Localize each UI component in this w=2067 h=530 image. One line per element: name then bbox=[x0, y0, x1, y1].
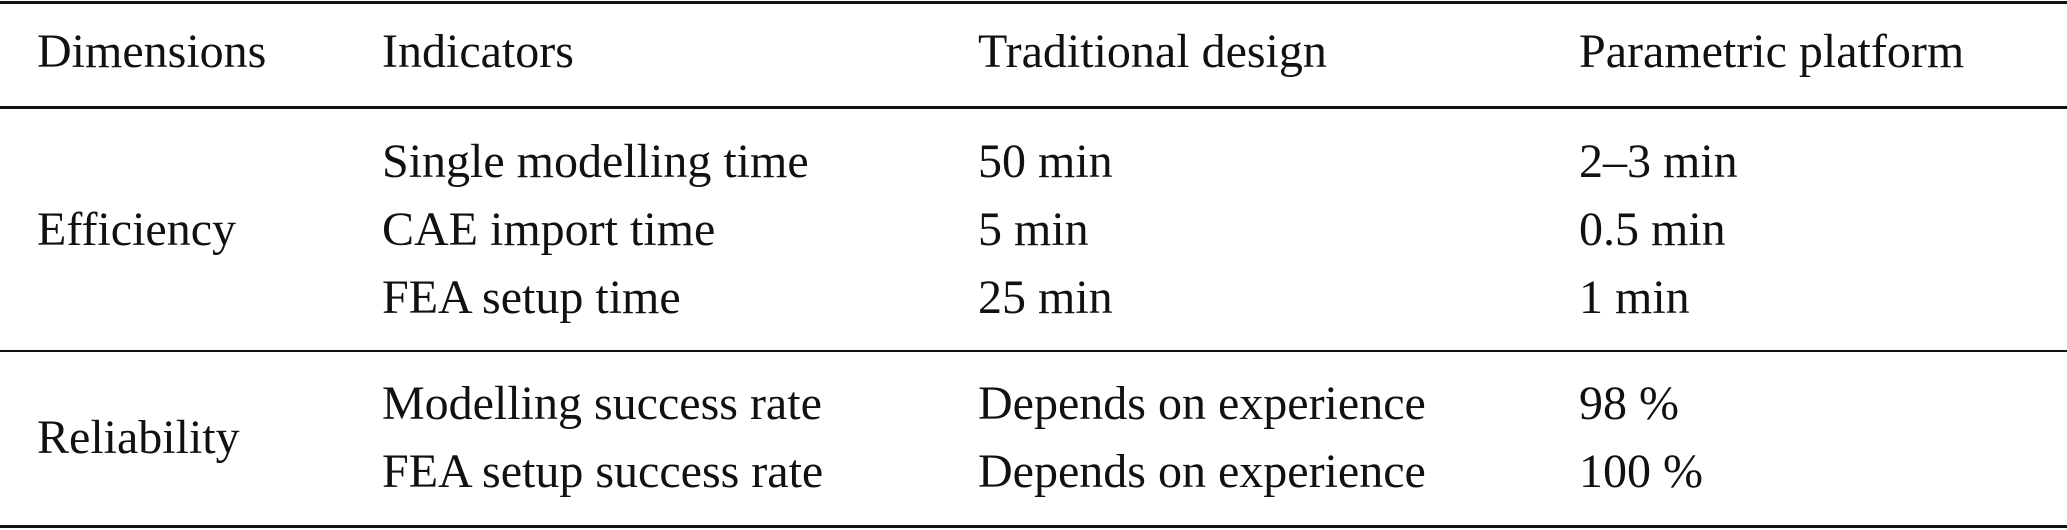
table-cell: 1 min bbox=[1579, 271, 1690, 324]
header-cell: Traditional design bbox=[978, 25, 1327, 78]
table-cell: 100 % bbox=[1579, 445, 1703, 498]
table-cell: FEA setup success rate bbox=[382, 445, 824, 498]
dimension-cell: Efficiency bbox=[37, 203, 237, 256]
top-rule bbox=[0, 1, 2067, 4]
table-cell: Depends on experience bbox=[978, 445, 1426, 498]
table-cell: Modelling success rate bbox=[382, 377, 822, 430]
header-rule bbox=[0, 106, 2067, 109]
header-cell: Parametric platform bbox=[1579, 25, 1965, 78]
table-cell: 25 min bbox=[978, 271, 1113, 324]
group-rule bbox=[0, 350, 2067, 352]
table-cell: 98 % bbox=[1579, 377, 1679, 430]
table-cell: CAE import time bbox=[382, 203, 716, 256]
table-cell: 0.5 min bbox=[1579, 203, 1726, 256]
table-cell: FEA setup time bbox=[382, 271, 681, 324]
dimension-cell: Reliability bbox=[37, 411, 240, 464]
header-cell: Dimensions bbox=[37, 25, 267, 78]
header-cell: Indicators bbox=[382, 25, 574, 78]
bottom-rule bbox=[0, 525, 2067, 528]
table-cell: Depends on experience bbox=[978, 377, 1426, 430]
table-cell: 2–3 min bbox=[1579, 135, 1738, 188]
table-cell: Single modelling time bbox=[382, 135, 809, 188]
table-cell: 5 min bbox=[978, 203, 1089, 256]
table-cell: 50 min bbox=[978, 135, 1113, 188]
